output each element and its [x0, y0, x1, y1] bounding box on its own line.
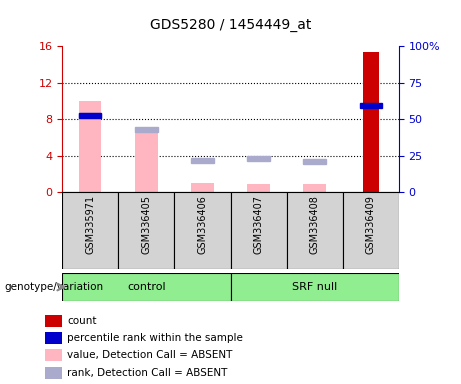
Bar: [79, 101, 101, 192]
Bar: [62, 273, 230, 301]
Bar: [135, 130, 158, 192]
Bar: [45, 332, 62, 344]
Text: SRF null: SRF null: [292, 282, 337, 292]
Bar: [118, 192, 174, 269]
Bar: [230, 192, 287, 269]
Bar: [79, 113, 101, 118]
Text: GSM336407: GSM336407: [254, 195, 264, 254]
Text: percentile rank within the sample: percentile rank within the sample: [67, 333, 243, 343]
Text: GSM336408: GSM336408: [310, 195, 319, 254]
Text: rank, Detection Call = ABSENT: rank, Detection Call = ABSENT: [67, 368, 228, 378]
Bar: [79, 113, 101, 118]
Bar: [247, 156, 270, 161]
Text: count: count: [67, 316, 97, 326]
Bar: [45, 349, 62, 361]
Bar: [45, 367, 62, 379]
Bar: [287, 192, 343, 269]
Text: GSM336409: GSM336409: [366, 195, 376, 254]
Bar: [174, 192, 230, 269]
Bar: [303, 184, 326, 192]
Bar: [343, 192, 399, 269]
Text: GSM335971: GSM335971: [85, 195, 95, 254]
Bar: [230, 273, 399, 301]
Bar: [363, 53, 378, 192]
Text: GSM336405: GSM336405: [142, 195, 151, 254]
Text: GDS5280 / 1454449_at: GDS5280 / 1454449_at: [150, 18, 311, 32]
Bar: [303, 159, 326, 164]
Bar: [45, 315, 62, 327]
Bar: [135, 127, 158, 132]
Text: GSM336406: GSM336406: [197, 195, 207, 254]
Text: control: control: [127, 282, 165, 292]
Bar: [247, 184, 270, 192]
Bar: [62, 192, 118, 269]
Bar: [360, 103, 382, 108]
Bar: [191, 183, 214, 192]
Text: value, Detection Call = ABSENT: value, Detection Call = ABSENT: [67, 350, 233, 360]
Text: genotype/variation: genotype/variation: [5, 282, 104, 292]
Bar: [191, 157, 214, 162]
